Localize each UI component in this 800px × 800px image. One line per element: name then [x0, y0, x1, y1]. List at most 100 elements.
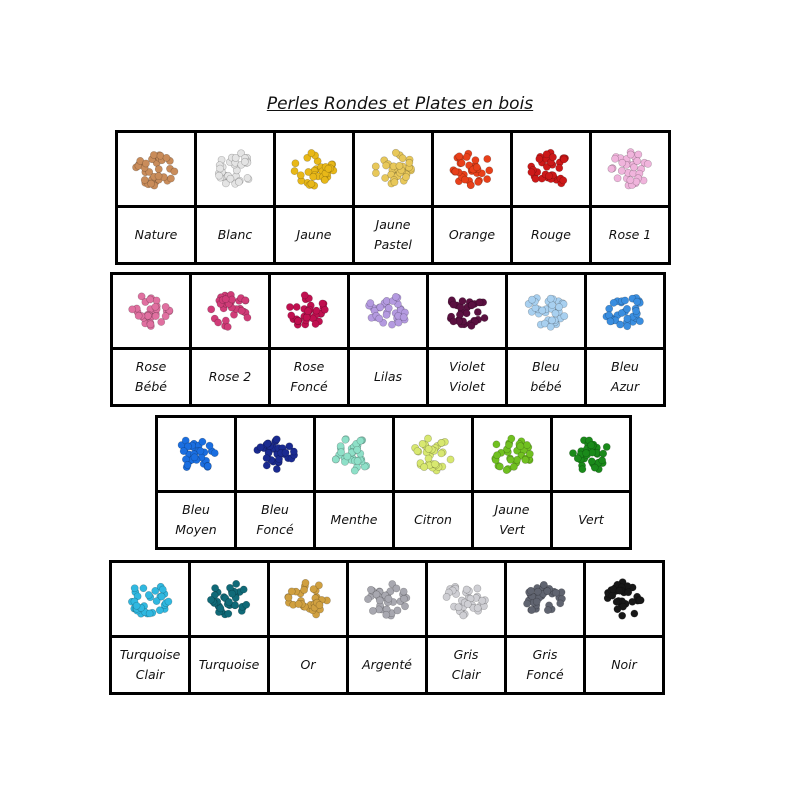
bead: [466, 181, 475, 190]
bead: [632, 307, 640, 315]
bead-swatch-cell: [504, 560, 586, 638]
bead-cluster-image: [364, 580, 411, 620]
color-name-text: Bleu: [182, 502, 210, 517]
bead: [523, 441, 531, 449]
bead: [157, 318, 166, 326]
bead: [457, 159, 466, 167]
bead: [551, 309, 560, 318]
bead: [462, 309, 471, 318]
color-name-text: Argenté: [362, 657, 412, 672]
bead: [144, 311, 152, 320]
bead: [210, 449, 219, 458]
color-name-text: Pastel: [374, 237, 412, 252]
bead: [560, 312, 569, 321]
bead: [543, 606, 552, 615]
bead: [145, 609, 154, 618]
bead: [386, 587, 395, 596]
bead-cluster-image: [442, 583, 489, 620]
bead: [587, 441, 596, 450]
bead: [467, 301, 476, 309]
bead: [463, 600, 472, 609]
bead-cluster-image: [290, 149, 338, 190]
bead: [552, 588, 560, 597]
bead: [636, 317, 644, 326]
bead: [462, 153, 471, 161]
bead: [286, 303, 294, 311]
color-name-cell: Argenté: [346, 635, 428, 695]
bead: [216, 164, 224, 173]
bead: [161, 312, 170, 321]
bead: [211, 584, 220, 593]
bead-swatch-cell: [426, 272, 508, 350]
bead: [546, 294, 555, 303]
label-row: Rose Bébé Rose 2 Rose Foncé Lilas Violet Violet…: [110, 347, 666, 407]
color-name-cell: Jaune Pastel: [352, 205, 434, 265]
bead-cluster-image: [411, 434, 455, 475]
bead: [307, 179, 316, 188]
bead: [151, 586, 160, 595]
bead: [621, 296, 629, 305]
bead: [243, 313, 252, 322]
bead: [602, 443, 611, 451]
bead-cluster-image: [286, 291, 329, 329]
bead: [446, 455, 455, 464]
bead: [535, 155, 544, 163]
bead: [289, 447, 298, 456]
bead-cluster-image: [207, 290, 252, 331]
bead: [630, 609, 639, 618]
bead-cluster-image: [284, 579, 331, 619]
bead: [231, 601, 239, 610]
bead: [145, 168, 154, 176]
bead-cluster-image: [365, 292, 409, 329]
bead: [381, 174, 390, 182]
bead: [590, 463, 599, 472]
bead-cluster-image: [569, 436, 611, 474]
bead: [624, 588, 633, 597]
label-row: Nature Blanc Jaune Jaune Pastel Orange Rouge Ro…: [115, 205, 671, 265]
bead: [473, 308, 482, 316]
bead: [615, 586, 624, 595]
bead: [613, 605, 622, 614]
bead: [311, 320, 320, 328]
color-name-text: Moyen: [175, 522, 217, 537]
bead: [284, 593, 293, 602]
bead: [545, 172, 553, 180]
color-name-text: Or: [300, 657, 316, 672]
color-name-text: Jaune: [375, 217, 411, 232]
bead: [525, 450, 534, 458]
bead: [364, 595, 372, 604]
bead: [146, 320, 155, 329]
bead: [292, 303, 301, 311]
color-name-cell: Bleu Moyen: [155, 490, 237, 550]
bead: [560, 155, 568, 164]
bead: [304, 307, 312, 316]
bead: [170, 167, 179, 176]
bead: [369, 606, 377, 615]
color-name-text: Turquoise: [119, 647, 181, 662]
color-name-text: Gris: [532, 647, 558, 662]
bead-swatch-cell: [267, 560, 349, 638]
bead: [301, 579, 310, 587]
bead: [161, 302, 170, 311]
bead: [549, 153, 557, 162]
bead: [626, 150, 635, 159]
bead: [256, 443, 265, 452]
bead: [531, 175, 540, 183]
bead: [633, 297, 642, 306]
bead: [483, 155, 492, 163]
bead: [599, 449, 608, 458]
bead: [207, 305, 216, 314]
color-name-cell: Bleu Azur: [584, 347, 666, 407]
bead: [290, 167, 299, 176]
color-name-text: Nature: [134, 227, 178, 242]
bead: [356, 436, 365, 445]
bead: [628, 597, 637, 606]
bead: [472, 163, 481, 172]
bead: [154, 172, 163, 180]
bead-swatch-cell: [194, 130, 276, 208]
bead: [613, 174, 622, 183]
bead: [296, 171, 305, 180]
bead: [493, 451, 501, 460]
bead: [461, 175, 469, 184]
bead-cluster-image: [491, 434, 534, 474]
